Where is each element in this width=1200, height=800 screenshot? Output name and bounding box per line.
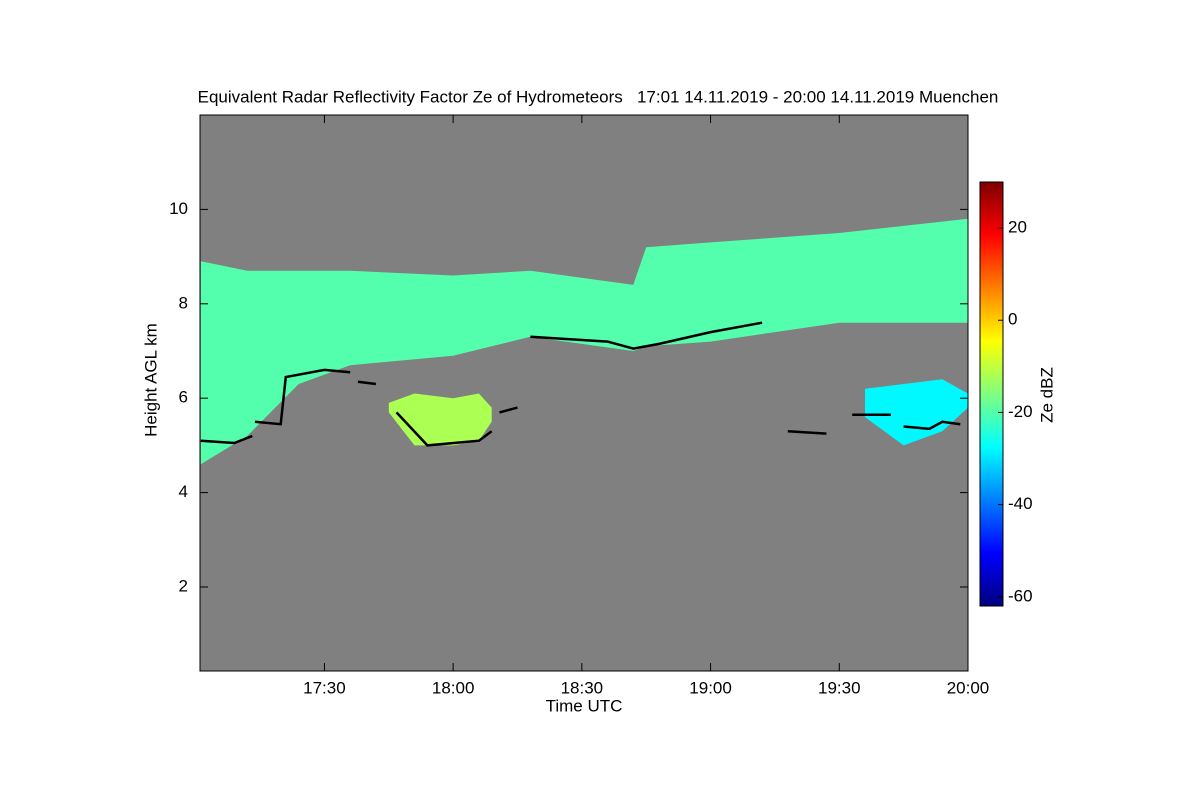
plot-frame — [199, 114, 969, 672]
echo-layer — [865, 379, 968, 446]
colorbar-tick-label: -40 — [1008, 494, 1033, 513]
x-tick-label: 18:00 — [432, 678, 475, 697]
y-tick-label: 8 — [179, 293, 188, 312]
x-tick-label: 17:30 — [303, 678, 346, 697]
x-tick-label: 20:00 — [947, 678, 990, 697]
colorbar-tick-label: -60 — [1008, 586, 1033, 605]
y-tick-label: 10 — [169, 199, 188, 218]
colorbar — [979, 181, 1004, 607]
chart-title: Equivalent Radar Reflectivity Factor Ze … — [198, 87, 999, 106]
x-axis-label: Time UTC — [546, 696, 623, 715]
y-axis-label: Height AGL km — [141, 323, 160, 437]
colorbar-tick-label: -20 — [1008, 402, 1033, 421]
y-tick-label: 2 — [179, 576, 188, 595]
echo-layer — [200, 218, 969, 465]
colorbar-tick-label: 20 — [1008, 218, 1027, 237]
plot-background — [200, 115, 968, 671]
colorbar-label: Ze dBZ — [1037, 367, 1056, 423]
x-tick-label: 19:00 — [689, 678, 732, 697]
x-tick-label: 19:30 — [818, 678, 861, 697]
y-tick-label: 4 — [179, 482, 188, 501]
marks — [200, 218, 969, 465]
colorbar-tick-label: 0 — [1008, 310, 1017, 329]
cloud-base-line — [200, 321, 961, 447]
y-tick-label: 6 — [179, 388, 188, 407]
x-tick-label: 18:30 — [561, 678, 604, 697]
